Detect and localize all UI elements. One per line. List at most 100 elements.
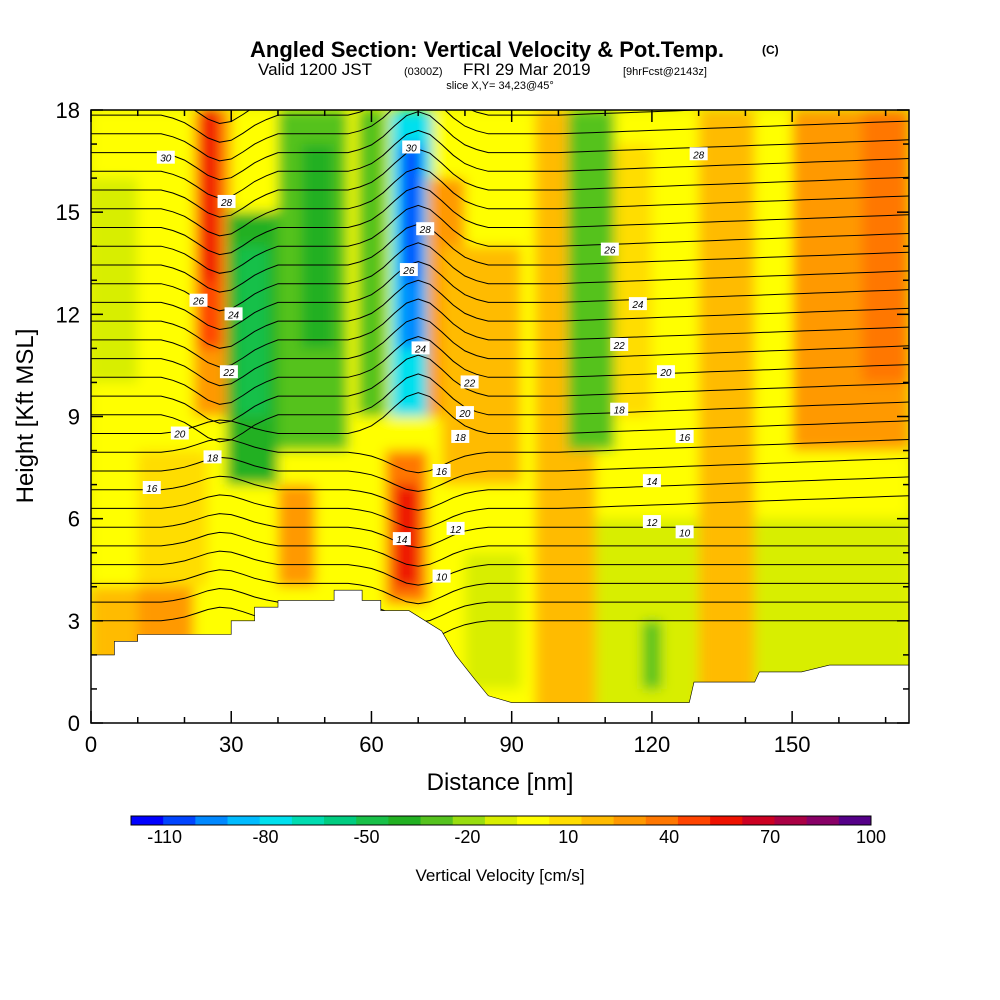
colorbar-label: Vertical Velocity [cm/s] (415, 866, 584, 885)
colorbar-swatch (452, 816, 486, 825)
colorbar (130, 815, 872, 826)
svg-text:22: 22 (463, 378, 476, 389)
axis-ticks (90, 109, 909, 724)
x-tick-label: 0 (85, 732, 97, 757)
isentrope-line (91, 373, 909, 443)
colorbar-swatch (645, 816, 679, 825)
isentrope-label: 30 (156, 150, 175, 165)
y-tick-label: 9 (68, 405, 80, 430)
svg-text:30: 30 (160, 154, 172, 165)
isentrope-label: 18 (610, 402, 629, 417)
isentrope-line (91, 354, 909, 424)
isentrope-label: 22 (219, 365, 238, 379)
svg-text:20: 20 (659, 368, 672, 379)
slice-label: slice X,Y= 34,23@45° (446, 80, 554, 92)
isentrope-line (91, 550, 909, 586)
svg-text:18: 18 (207, 453, 219, 464)
isentrope-label: 24 (628, 297, 647, 311)
isentrope-label: 28 (217, 194, 236, 209)
velocity-region (357, 110, 386, 417)
colorbar-tick-label: 100 (856, 827, 886, 847)
isentrope-line (91, 569, 909, 605)
isentrope-label: 14 (642, 474, 661, 488)
colorbar-swatch (227, 816, 261, 825)
x-tick-label: 150 (774, 732, 811, 757)
isentrope-line (91, 111, 909, 181)
svg-text:24: 24 (227, 310, 240, 321)
isentrope-label: 18 (203, 450, 222, 464)
x-tick-label: 30 (219, 732, 243, 757)
colorbar-swatch (774, 816, 808, 825)
chart-title: Angled Section: Vertical Velocity & Pot.… (250, 37, 724, 62)
isentrope-label: 16 (142, 481, 161, 495)
valid-time-label: Valid 1200 JST (258, 60, 372, 79)
y-tick-label: 0 (68, 711, 80, 736)
colorbar-swatch (517, 816, 550, 825)
isentrope-label: 26 (600, 242, 619, 257)
svg-text:28: 28 (692, 150, 705, 161)
colorbar-swatch (549, 816, 582, 825)
svg-text:30: 30 (406, 143, 418, 154)
valid-date-label: FRI 29 Mar 2019 (463, 60, 591, 79)
isentrope-line (91, 392, 909, 434)
isentrope-line (91, 335, 909, 405)
x-tick-label: 120 (634, 732, 671, 757)
svg-text:10: 10 (679, 528, 691, 539)
isentrope-label: 22 (610, 337, 629, 352)
svg-text:22: 22 (613, 341, 626, 352)
y-tick-label: 3 (68, 609, 80, 634)
isentrope-label: 24 (411, 341, 430, 355)
svg-text:28: 28 (419, 225, 432, 236)
colorbar-swatch (420, 816, 454, 825)
isentrope-lines (91, 110, 909, 642)
y-tick-label: 18 (56, 98, 80, 123)
isentrope-line (91, 186, 909, 256)
colorbar-swatch (838, 816, 872, 825)
colorbar-tick-label: -80 (253, 827, 279, 847)
colorbar-tick-labels: -110 -80 -50 -20 10 40 70 100 (147, 827, 886, 847)
isentrope-line (91, 494, 909, 530)
isentrope-line (91, 279, 909, 349)
svg-text:12: 12 (450, 525, 462, 536)
svg-text:16: 16 (436, 467, 448, 478)
isentrope-labels: 30 28 26 24 22 20 18 16 30 28 26 24 22 20 18 16 14 12 10 28… (142, 140, 708, 584)
isentrope-line (91, 110, 713, 143)
svg-text:26: 26 (192, 297, 205, 308)
plot-area: 30 28 26 24 22 20 18 16 30 28 26 24 22 20 18 16 14 12 10 28… (91, 110, 909, 723)
y-tick-label: 6 (68, 507, 80, 532)
colorbar-swatch (356, 816, 389, 825)
colorbar-swatch (291, 816, 325, 825)
colorbar-swatch (388, 816, 422, 825)
isentrope-label: 20 (656, 365, 675, 379)
isentrope-line (91, 531, 909, 567)
colorbar-swatch (806, 816, 840, 825)
isentrope-line (193, 110, 251, 125)
svg-text:26: 26 (603, 246, 616, 257)
svg-text:18: 18 (455, 433, 467, 444)
colorbar-tick-label: 10 (558, 827, 578, 847)
svg-text:20: 20 (173, 430, 186, 441)
velocity-region (404, 144, 419, 281)
isentrope-label: 28 (689, 147, 708, 161)
velocity-region (862, 110, 909, 383)
velocity-region (441, 246, 522, 485)
isentrope-label: 18 (451, 429, 470, 444)
colorbar-tick-label: 40 (659, 827, 679, 847)
velocity-field (91, 110, 909, 723)
velocity-region (277, 484, 316, 587)
terrain-mask (91, 589, 909, 723)
isentrope-label: 26 (189, 293, 208, 308)
isentrope-line (91, 204, 909, 274)
colorbar-tick-label: 70 (760, 827, 780, 847)
isentrope-label: 24 (224, 307, 243, 321)
colorbar-swatch (581, 816, 615, 825)
svg-text:20: 20 (458, 409, 471, 420)
colorbar-swatch (324, 816, 357, 825)
isentrope-label: 12 (642, 515, 661, 529)
isentrope-line (91, 110, 909, 162)
svg-text:14: 14 (646, 477, 658, 488)
isentrope-label: 10 (675, 525, 694, 539)
svg-text:22: 22 (222, 368, 235, 379)
svg-text:16: 16 (146, 484, 158, 495)
